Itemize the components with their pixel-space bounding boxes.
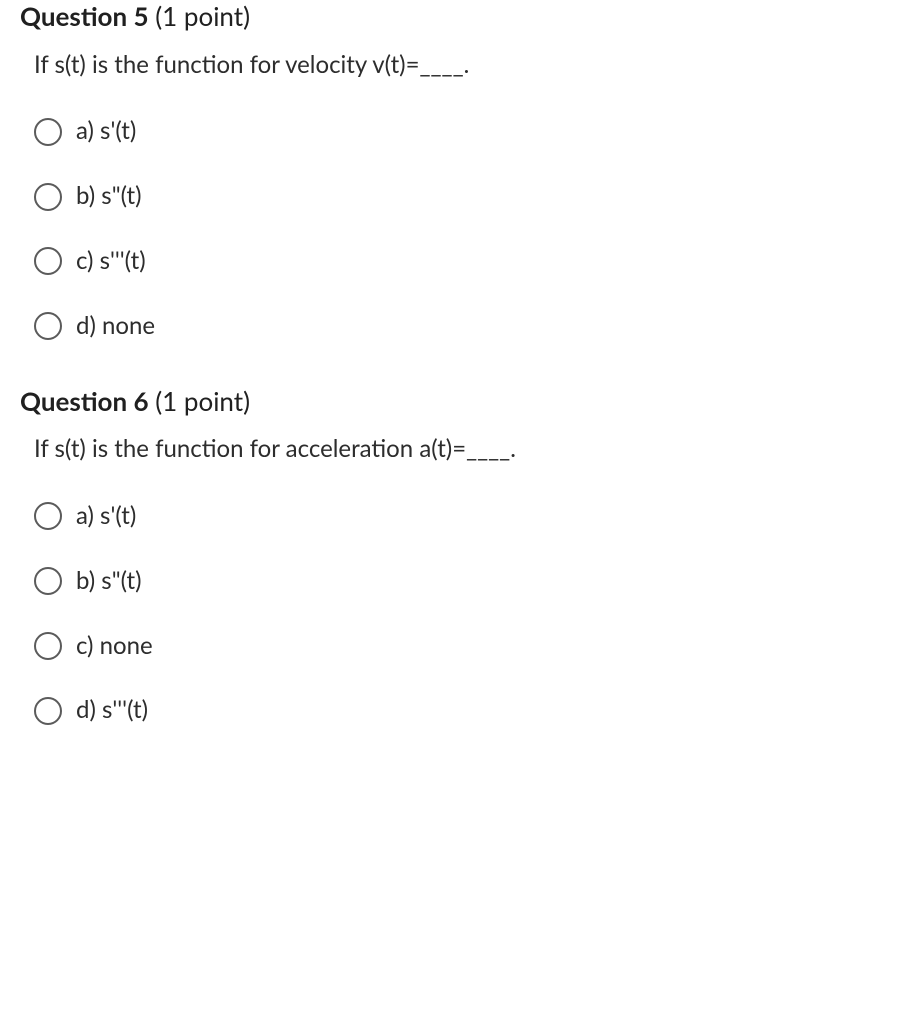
radio-icon[interactable] <box>34 247 62 275</box>
option-label: b) s"(t) <box>76 567 142 596</box>
radio-icon[interactable] <box>34 697 62 725</box>
option-label: d) none <box>76 312 155 341</box>
option-b[interactable]: b) s"(t) <box>34 182 883 211</box>
option-label: c) none <box>76 632 153 661</box>
option-c[interactable]: c) s'''(t) <box>34 247 883 276</box>
question-number: Question 5 <box>20 0 149 32</box>
question-6-options: a) s'(t) b) s"(t) c) none d) s'''(t) <box>34 502 883 725</box>
question-6-header: Question 6 (1 point) <box>20 385 883 419</box>
option-label: d) s'''(t) <box>76 696 148 725</box>
radio-icon[interactable] <box>34 183 62 211</box>
question-5-block: Question 5 (1 point) If s(t) is the func… <box>20 0 883 341</box>
option-label: b) s"(t) <box>76 182 142 211</box>
radio-icon[interactable] <box>34 502 62 530</box>
question-points: (1 point) <box>155 0 250 32</box>
radio-icon[interactable] <box>34 312 62 340</box>
question-5-prompt: If s(t) is the function for velocity v(t… <box>34 48 883 82</box>
question-5-header: Question 5 (1 point) <box>20 0 883 34</box>
radio-icon[interactable] <box>34 632 62 660</box>
question-6-prompt: If s(t) is the function for acceleration… <box>34 432 883 466</box>
question-6-block: Question 6 (1 point) If s(t) is the func… <box>20 385 883 726</box>
option-label: c) s'''(t) <box>76 247 146 276</box>
radio-icon[interactable] <box>34 567 62 595</box>
option-b[interactable]: b) s"(t) <box>34 567 883 596</box>
option-d[interactable]: d) none <box>34 312 883 341</box>
radio-icon[interactable] <box>34 118 62 146</box>
option-label: a) s'(t) <box>76 502 136 531</box>
option-a[interactable]: a) s'(t) <box>34 117 883 146</box>
option-c[interactable]: c) none <box>34 632 883 661</box>
question-5-options: a) s'(t) b) s"(t) c) s'''(t) d) none <box>34 117 883 340</box>
option-d[interactable]: d) s'''(t) <box>34 696 883 725</box>
question-points: (1 point) <box>155 385 250 417</box>
option-label: a) s'(t) <box>76 117 136 146</box>
option-a[interactable]: a) s'(t) <box>34 502 883 531</box>
question-number: Question 6 <box>20 385 149 417</box>
